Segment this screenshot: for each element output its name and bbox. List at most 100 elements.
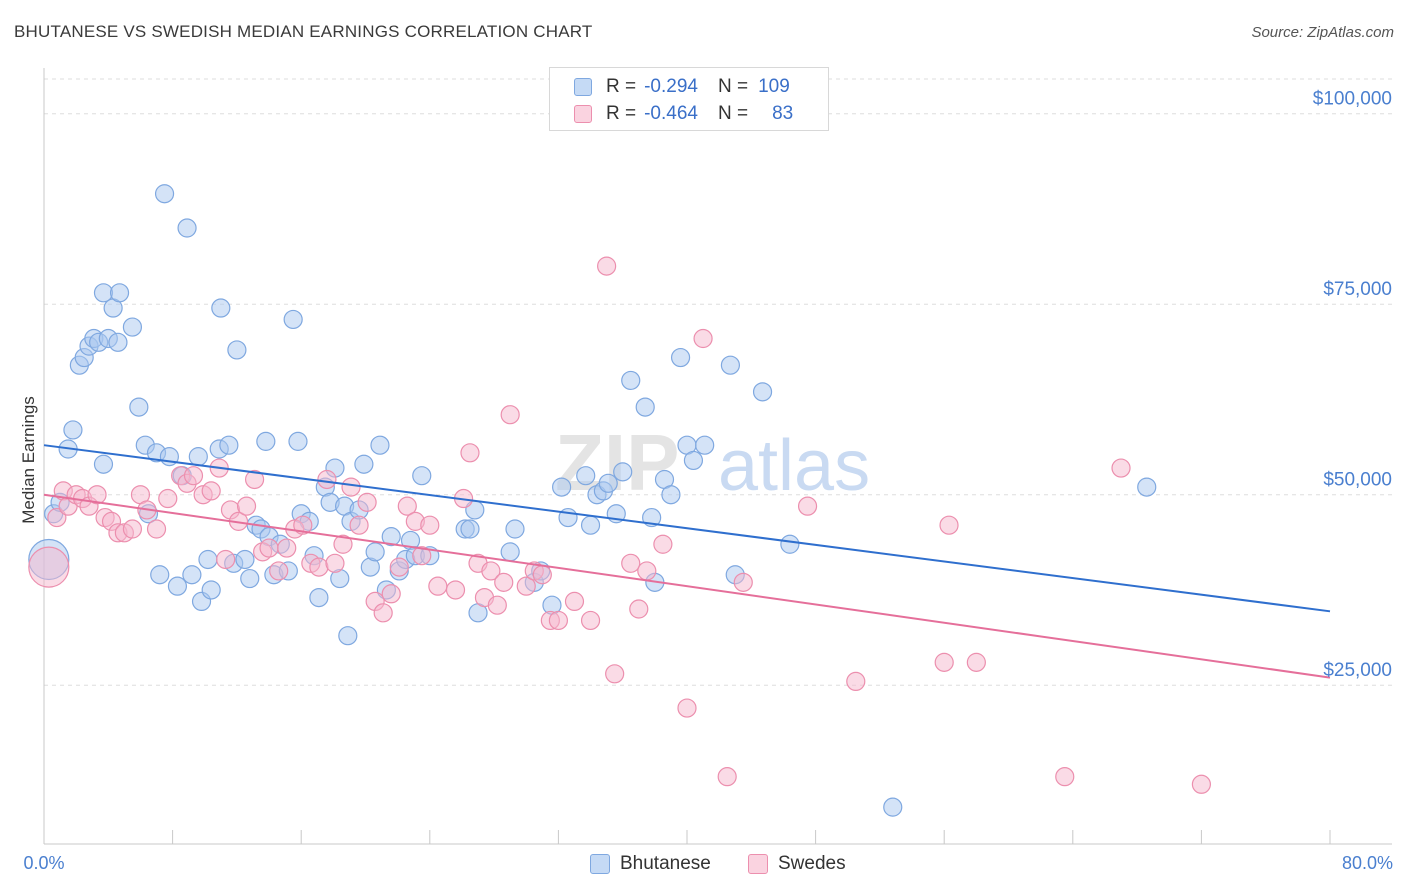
trend-line-bhutanese	[43, 444, 1331, 613]
data-point	[500, 405, 520, 425]
y-tick-labels: $25,000 $50,000 $75,000 $100,000	[1313, 89, 1392, 681]
data-point	[505, 519, 525, 539]
data-point	[445, 580, 466, 600]
data-point	[883, 797, 903, 817]
data-point	[677, 698, 697, 718]
data-point	[309, 587, 329, 608]
data-point	[500, 542, 520, 562]
data-point	[717, 767, 737, 787]
data-point	[939, 515, 959, 535]
data-point	[1111, 458, 1131, 478]
series-swedes	[28, 256, 1212, 794]
data-point	[216, 549, 236, 570]
data-point	[338, 626, 358, 646]
data-point	[354, 454, 374, 474]
data-point	[333, 534, 353, 554]
data-point	[63, 420, 83, 440]
data-point	[532, 565, 552, 585]
legend-swatch-bhutanese	[574, 78, 592, 96]
data-point	[381, 584, 401, 604]
data-point	[412, 546, 432, 566]
data-point	[642, 507, 662, 528]
data-point	[653, 534, 673, 554]
y-tick-label: $100,000	[1313, 89, 1392, 110]
y-tick-label: $25,000	[1323, 660, 1392, 681]
data-point	[780, 534, 800, 554]
svg-text:atlas: atlas	[718, 426, 870, 506]
data-point	[150, 565, 170, 585]
x-tick-label: 0.0%	[23, 853, 64, 873]
data-point	[256, 431, 276, 451]
data-point	[240, 568, 260, 589]
data-point	[1191, 774, 1212, 794]
data-series	[28, 184, 1212, 817]
data-point	[621, 553, 641, 573]
data-point	[576, 466, 596, 486]
bottom-legend-swatch-swedes	[748, 854, 768, 874]
data-point	[269, 561, 289, 581]
y-axis-title: Median Earnings	[19, 396, 38, 524]
data-point	[412, 466, 432, 486]
legend-r-value: -0.464	[644, 103, 698, 124]
data-point	[516, 576, 536, 596]
legend-n-label: N =	[717, 76, 749, 97]
bottom-legend-label-bhutanese: Bhutanese	[620, 853, 711, 874]
data-point	[211, 298, 231, 318]
data-point	[420, 515, 440, 535]
data-point	[341, 477, 361, 497]
legend-swatch-swedes	[574, 105, 592, 123]
data-point	[494, 572, 514, 592]
data-point	[548, 610, 569, 631]
data-point	[183, 466, 204, 486]
data-point	[283, 309, 303, 330]
legend-n-value: 83	[772, 103, 794, 124]
data-point	[108, 332, 128, 352]
data-point	[201, 481, 221, 501]
axes	[43, 68, 1392, 845]
data-point	[47, 507, 67, 528]
bottom-legend-swedes: Swedes	[748, 851, 846, 877]
data-point	[598, 473, 618, 493]
data-point	[661, 485, 681, 505]
data-point	[288, 431, 308, 451]
data-point	[797, 496, 818, 516]
data-point	[381, 527, 401, 547]
data-point	[109, 283, 130, 303]
bottom-legend-bhutanese: Bhutanese	[590, 851, 711, 877]
data-point	[635, 397, 655, 417]
data-point	[235, 549, 255, 570]
grid-lines	[44, 78, 1392, 686]
data-point	[293, 515, 313, 535]
data-point	[605, 664, 625, 684]
data-point	[564, 591, 585, 612]
data-point	[693, 328, 713, 349]
data-point	[460, 519, 480, 539]
legend-row-bhutanese: R = -0.294 N = 109	[574, 74, 790, 100]
legend-n-label: N =	[717, 103, 749, 124]
data-point	[277, 538, 297, 558]
legend-r-label: R =	[606, 103, 637, 124]
data-point	[733, 572, 753, 592]
data-point	[621, 370, 641, 391]
data-point	[201, 580, 221, 600]
data-point	[188, 447, 208, 467]
bottom-legend-swatch-bhutanese	[590, 854, 610, 874]
data-point	[146, 519, 167, 539]
legend-r-value: -0.294	[644, 76, 698, 97]
data-point	[236, 496, 257, 516]
data-point	[167, 576, 188, 596]
data-point	[158, 488, 178, 509]
data-point	[182, 565, 202, 585]
data-point	[244, 469, 265, 490]
data-point	[695, 435, 715, 455]
data-point	[670, 347, 691, 368]
data-point	[1137, 477, 1157, 497]
data-point	[309, 557, 329, 577]
data-point	[129, 397, 149, 417]
y-tick-label: $50,000	[1323, 470, 1392, 491]
svg-text:ZIP: ZIP	[555, 418, 679, 507]
data-point	[198, 549, 218, 570]
data-point	[460, 443, 480, 463]
data-point	[28, 546, 70, 588]
